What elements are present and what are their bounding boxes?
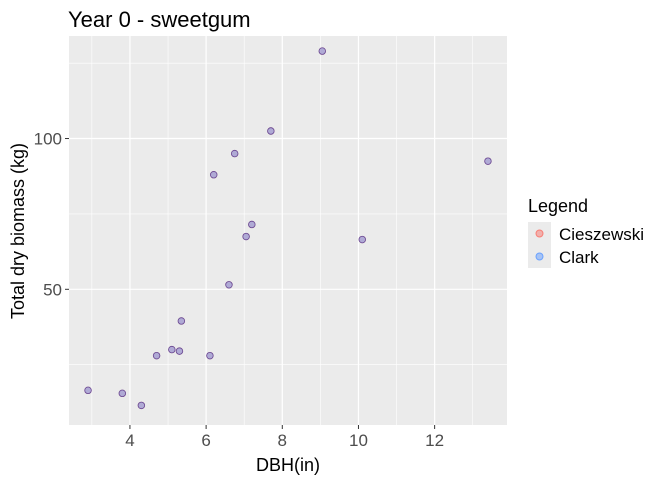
data-point-clark (137, 401, 146, 410)
data-point-clark (242, 232, 250, 241)
y-tick-label: 50 (43, 280, 62, 299)
legend-key-cieszewski (535, 229, 544, 238)
legend-key-clark (535, 252, 544, 261)
data-point-clark (118, 389, 127, 398)
data-point-clark (210, 171, 218, 179)
y-tick-label: 100 (34, 130, 62, 149)
x-axis-title: DBH(in) (256, 455, 320, 475)
legend: Legend Cieszewski Clark (528, 196, 644, 268)
x-tick-label: 10 (349, 431, 368, 450)
data-point-clark (175, 347, 184, 355)
legend-label-clark: Clark (559, 248, 599, 267)
legend-title: Legend (528, 196, 588, 216)
data-point-clark (177, 317, 186, 325)
x-tick-label: 6 (201, 431, 210, 450)
legend-label-cieszewski: Cieszewski (559, 225, 644, 244)
plot-panel (69, 36, 507, 425)
x-tick-label: 8 (278, 431, 287, 450)
axis-ticks: 4 6 8 10 12 50 100 (34, 130, 444, 450)
data-point-clark (152, 351, 161, 360)
data-point-clark (84, 386, 92, 395)
x-tick-label: 12 (425, 431, 444, 450)
data-point-clark (484, 157, 492, 165)
data-points (84, 47, 492, 410)
data-point-clark (248, 220, 256, 229)
x-tick-label: 4 (125, 431, 134, 450)
data-point-clark (358, 235, 366, 244)
data-point-clark (230, 149, 239, 158)
y-axis-title: Total dry biomass (kg) (8, 143, 28, 319)
data-point-clark (318, 47, 326, 55)
grid (69, 36, 507, 425)
data-point-clark (206, 351, 214, 360)
data-point-clark (267, 127, 275, 135)
data-point-clark (168, 345, 176, 354)
chart-title: Year 0 - sweetgum (68, 7, 251, 32)
data-point-clark (225, 281, 233, 289)
